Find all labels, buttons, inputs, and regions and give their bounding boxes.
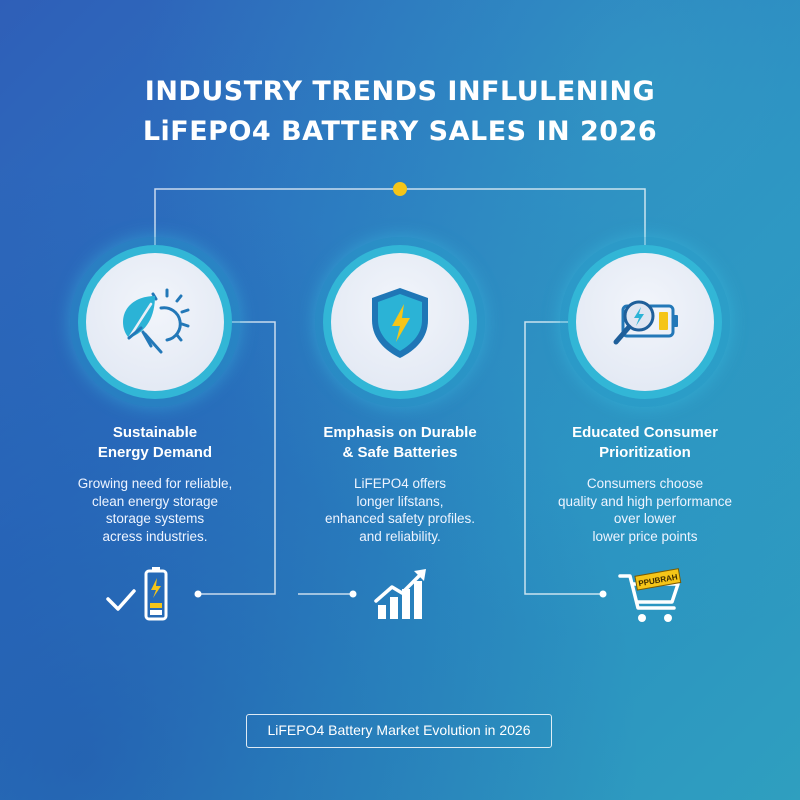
trend-title: Educated Consumer Prioritization xyxy=(572,424,718,461)
trend-card-sustainable: Sustainable Energy Demand Growing need f… xyxy=(35,423,275,545)
left-connector-dot xyxy=(194,590,202,598)
growth-chart-icon xyxy=(374,569,426,619)
footer-caption: LiFEPO4 Battery Market Evolution in 2026 xyxy=(246,714,552,748)
trend-card-durable: Emphasis on Durable & Safe Batteries LiF… xyxy=(280,423,520,545)
middle-connector-dot xyxy=(349,590,357,598)
trend-description: Growing need for reliable, clean energy … xyxy=(77,476,233,544)
trend-circle-consumer xyxy=(560,237,730,407)
magnifier-battery-icon xyxy=(613,300,678,345)
trend-card-consumer: Educated Consumer Prioritization Consume… xyxy=(525,423,765,545)
check-battery-icon xyxy=(106,567,168,621)
title-line-2: LiFEPO4 BATTERY SALES IN 2026 xyxy=(142,116,658,147)
trend-description: LiFEPO4 offers longer lifstans, enhanced… xyxy=(324,476,476,544)
top-node-dot xyxy=(393,182,407,196)
trend-title: Sustainable Energy Demand xyxy=(97,424,213,461)
right-connector xyxy=(524,321,602,595)
trend-circle-sustainable xyxy=(70,237,240,407)
page-title: INDUSTRY TRENDS INFLULENING LiFEPO4 BATT… xyxy=(0,72,800,152)
right-connector-dot xyxy=(599,590,607,598)
trend-title: Emphasis on Durable & Safe Batteries xyxy=(323,424,477,461)
trend-description: Consumers choose quality and high perfor… xyxy=(557,476,733,544)
left-connector xyxy=(198,321,276,595)
shopping-cart-icon: PPUBRAH xyxy=(618,568,682,622)
trend-circle-durable xyxy=(315,237,485,407)
leaf-sun-icon xyxy=(123,288,190,354)
title-line-1: INDUSTRY TRENDS INFLULENING xyxy=(144,76,656,107)
shield-lightning-icon xyxy=(372,288,428,358)
